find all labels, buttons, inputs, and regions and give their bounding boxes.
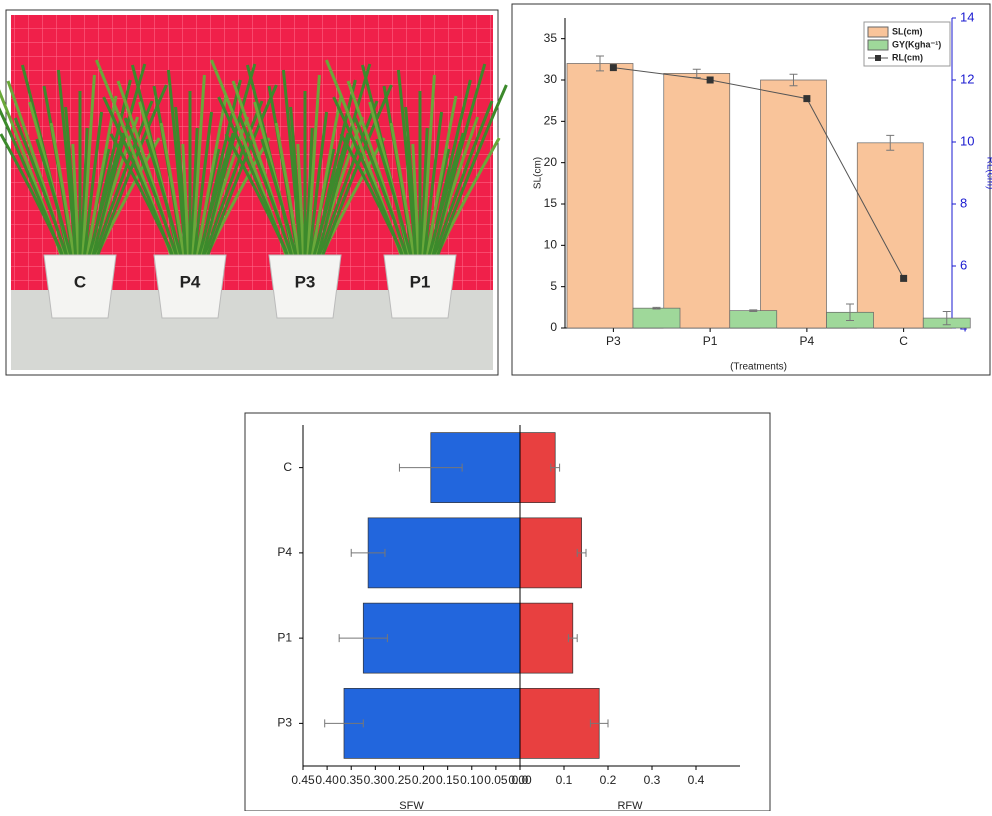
bar: [664, 73, 730, 328]
y2-tick-label: 8: [960, 195, 967, 210]
bar: [633, 308, 680, 328]
figure: CP4P3P105101520253035468101214SL(cm)RL(c…: [0, 0, 992, 811]
legend-label: RL(cm): [892, 52, 923, 62]
legend-swatch: [868, 40, 888, 50]
x-tick-label: 0.10: [460, 773, 484, 787]
bar: [344, 688, 520, 758]
y-tick-label: P3: [277, 716, 292, 730]
y2-tick-label: 12: [960, 71, 974, 86]
marker: [803, 95, 810, 102]
y2-tick-label: 6: [960, 257, 967, 272]
x-tick-label: 0.25: [388, 773, 412, 787]
marker: [900, 275, 907, 282]
y-tick-label: 10: [544, 238, 558, 252]
y2-tick-label: 14: [960, 9, 974, 24]
x-axis-title: SFW: [399, 800, 424, 811]
x-tick-label: 0.1: [556, 773, 573, 787]
x-tick-label: 0.20: [412, 773, 436, 787]
x-tick-label: 0.2: [600, 773, 617, 787]
x-tick-label: P3: [606, 334, 621, 348]
pot-label: P3: [295, 272, 316, 291]
x-tick-label: 0.0: [512, 773, 529, 787]
bar: [520, 688, 599, 758]
x-tick-label: 0.3: [644, 773, 661, 787]
y-tick-label: 20: [544, 155, 558, 169]
y-tick-label: P4: [277, 545, 292, 559]
legend-marker: [875, 55, 881, 61]
x-axis-title: (Treatments): [730, 362, 787, 373]
x-axis-title: RFW: [617, 800, 643, 811]
y-tick-label: 25: [544, 114, 558, 128]
y-tick-label: 35: [544, 31, 558, 45]
y-tick-label: 30: [544, 72, 558, 86]
x-tick-label: P4: [800, 334, 815, 348]
y2-axis-title: RL(cm): [984, 157, 992, 190]
legend-label: GY(Kgha⁻¹): [892, 39, 941, 49]
pot-label: P4: [180, 272, 201, 291]
x-tick-label: 0.35: [340, 773, 364, 787]
bar: [368, 518, 520, 588]
legend-swatch: [868, 27, 888, 37]
x-tick-label: 0.45: [291, 773, 315, 787]
bar: [567, 63, 633, 328]
legend-label: SL(cm): [892, 26, 923, 36]
y-tick-label: 15: [544, 196, 558, 210]
pot-label: P1: [410, 272, 431, 291]
bar: [520, 603, 573, 673]
y-tick-label: 5: [550, 279, 557, 293]
y2-tick-label: 10: [960, 133, 974, 148]
bar: [730, 311, 777, 328]
x-tick-label: 0.4: [688, 773, 705, 787]
bar: [520, 433, 555, 503]
y-tick-label: P1: [277, 630, 292, 644]
x-tick-label: 0.15: [436, 773, 460, 787]
x-tick-label: 0.05: [484, 773, 508, 787]
x-tick-label: 0.40: [315, 773, 339, 787]
y-tick-label: C: [283, 460, 292, 474]
x-tick-label: 0.30: [364, 773, 388, 787]
y-tick-label: 0: [550, 320, 557, 334]
x-tick-label: P1: [703, 334, 718, 348]
y-axis-title: SL(cm): [533, 157, 544, 189]
bar: [520, 518, 582, 588]
bar: [857, 143, 923, 328]
x-tick-label: C: [899, 334, 908, 348]
marker: [610, 64, 617, 71]
pot-label: C: [74, 272, 86, 291]
marker: [707, 77, 714, 84]
